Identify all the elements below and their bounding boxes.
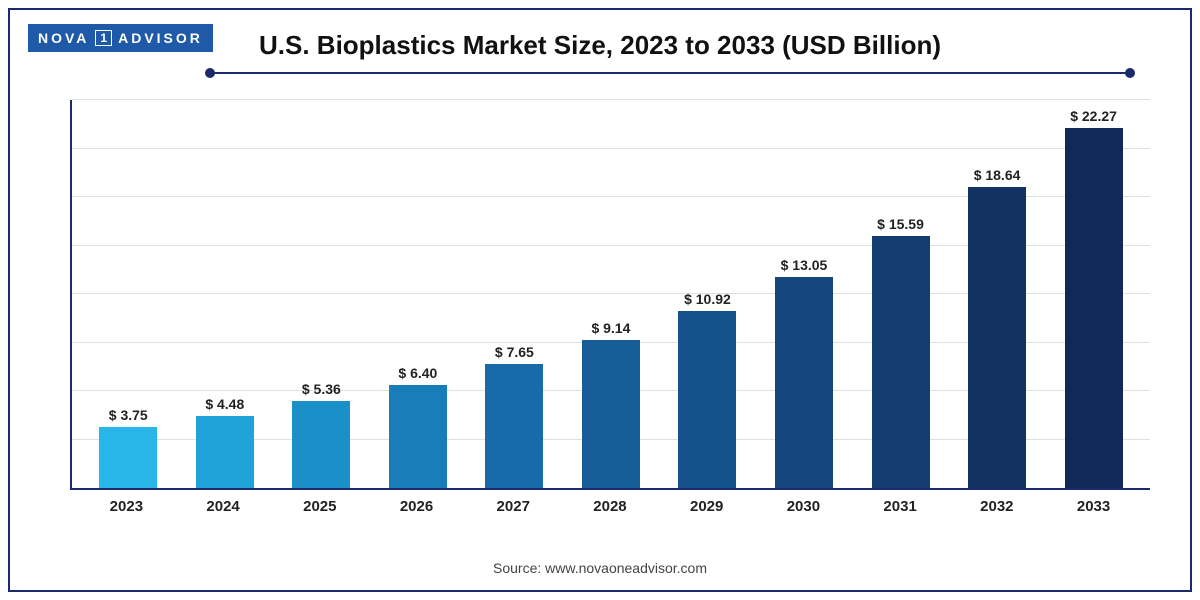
bar-group: $ 13.05 bbox=[765, 100, 843, 488]
bar bbox=[872, 236, 930, 488]
bar bbox=[678, 311, 736, 488]
bar-group: $ 9.14 bbox=[572, 100, 650, 488]
bar-wrap: $ 7.65 bbox=[485, 100, 543, 488]
bar-wrap: $ 10.92 bbox=[678, 100, 736, 488]
bar-value-label: $ 18.64 bbox=[974, 167, 1021, 183]
bar-group: $ 7.65 bbox=[475, 100, 553, 488]
chart-area: $ 3.75 $ 4.48 $ 5.36 $ 6.40 $ 7.65 $ 9.14 $ 10… bbox=[70, 100, 1150, 520]
bar-wrap: $ 13.05 bbox=[775, 100, 833, 488]
bar-value-label: $ 22.27 bbox=[1070, 108, 1117, 124]
bar-group: $ 3.75 bbox=[89, 100, 167, 488]
bar-wrap: $ 22.27 bbox=[1065, 100, 1123, 488]
x-axis-label: 2032 bbox=[958, 492, 1036, 520]
bar bbox=[99, 427, 157, 488]
x-axis-label: 2027 bbox=[474, 492, 552, 520]
bar-group: $ 10.92 bbox=[668, 100, 746, 488]
bar-value-label: $ 9.14 bbox=[591, 320, 630, 336]
bar-value-label: $ 7.65 bbox=[495, 344, 534, 360]
bar-group: $ 5.36 bbox=[282, 100, 360, 488]
bar-group: $ 4.48 bbox=[186, 100, 264, 488]
source-text: Source: www.novaoneadvisor.com bbox=[10, 560, 1190, 576]
bar-value-label: $ 5.36 bbox=[302, 381, 341, 397]
x-axis-label: 2025 bbox=[281, 492, 359, 520]
x-axis-label: 2031 bbox=[861, 492, 939, 520]
bar-group: $ 6.40 bbox=[379, 100, 457, 488]
x-axis-label: 2024 bbox=[184, 492, 262, 520]
bar bbox=[968, 187, 1026, 488]
bar-value-label: $ 4.48 bbox=[205, 396, 244, 412]
chart-frame: NOVA 1 ADVISOR U.S. Bioplastics Market S… bbox=[8, 8, 1192, 592]
bar-wrap: $ 4.48 bbox=[196, 100, 254, 488]
bar bbox=[389, 385, 447, 488]
bar-value-label: $ 3.75 bbox=[109, 407, 148, 423]
bar bbox=[582, 340, 640, 488]
bar-group: $ 22.27 bbox=[1055, 100, 1133, 488]
bar-wrap: $ 5.36 bbox=[292, 100, 350, 488]
bar-value-label: $ 13.05 bbox=[781, 257, 828, 273]
bar-wrap: $ 6.40 bbox=[389, 100, 447, 488]
x-axis-label: 2029 bbox=[668, 492, 746, 520]
title-underline bbox=[210, 72, 1130, 74]
bar-value-label: $ 15.59 bbox=[877, 216, 924, 232]
x-axis-label: 2026 bbox=[378, 492, 456, 520]
x-axis-label: 2033 bbox=[1055, 492, 1133, 520]
bars-container: $ 3.75 $ 4.48 $ 5.36 $ 6.40 $ 7.65 $ 9.14 $ 10… bbox=[72, 100, 1150, 488]
bar bbox=[1065, 128, 1123, 488]
chart-title: U.S. Bioplastics Market Size, 2023 to 20… bbox=[10, 30, 1190, 61]
x-axis-labels: 2023 2024 2025 2026 2027 2028 2029 2030 2031 2032… bbox=[70, 492, 1150, 520]
bar bbox=[292, 401, 350, 488]
bar bbox=[485, 364, 543, 488]
bar-wrap: $ 15.59 bbox=[872, 100, 930, 488]
bar-wrap: $ 18.64 bbox=[968, 100, 1026, 488]
x-axis-label: 2023 bbox=[87, 492, 165, 520]
x-axis-label: 2028 bbox=[571, 492, 649, 520]
bar-value-label: $ 10.92 bbox=[684, 291, 731, 307]
bar bbox=[196, 416, 254, 488]
x-axis-label: 2030 bbox=[764, 492, 842, 520]
plot-region: $ 3.75 $ 4.48 $ 5.36 $ 6.40 $ 7.65 $ 9.14 $ 10… bbox=[70, 100, 1150, 490]
bar-group: $ 18.64 bbox=[958, 100, 1036, 488]
bar-group: $ 15.59 bbox=[862, 100, 940, 488]
bar-wrap: $ 3.75 bbox=[99, 100, 157, 488]
bar-value-label: $ 6.40 bbox=[398, 365, 437, 381]
bar-wrap: $ 9.14 bbox=[582, 100, 640, 488]
bar bbox=[775, 277, 833, 488]
